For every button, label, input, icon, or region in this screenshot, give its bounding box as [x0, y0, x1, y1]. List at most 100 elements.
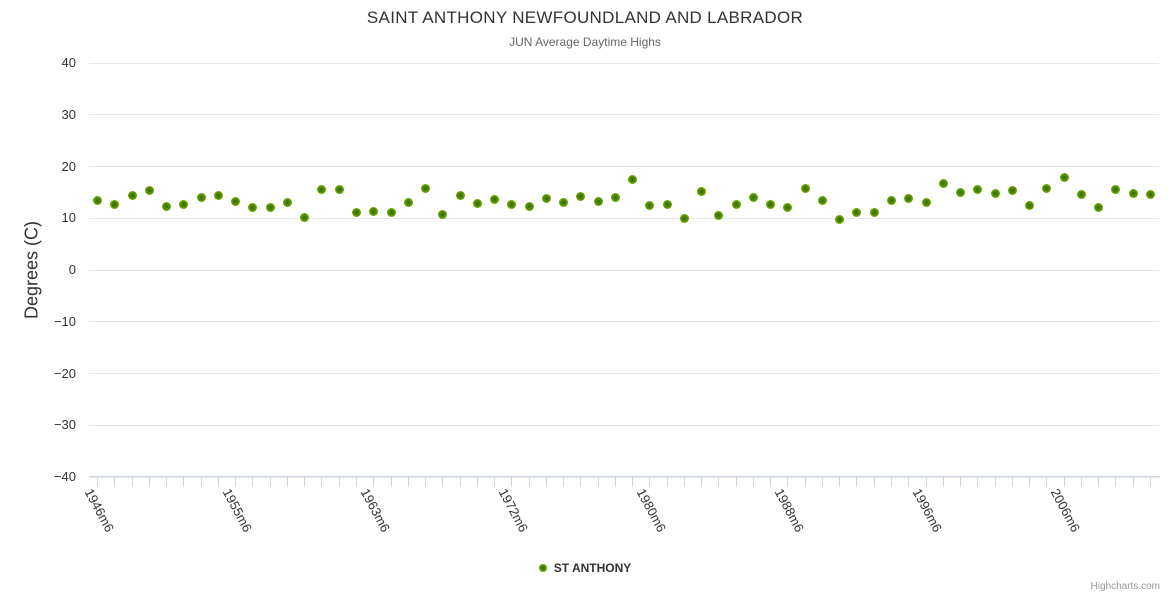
x-axis-tick	[649, 477, 651, 487]
data-point-marker[interactable]	[93, 195, 103, 205]
x-axis-tick-label: 2006m6	[1047, 486, 1084, 535]
data-point-marker[interactable]	[800, 183, 810, 193]
x-axis-tick	[1098, 477, 1100, 487]
data-point-marker[interactable]	[1059, 173, 1069, 183]
data-point-marker[interactable]	[524, 201, 534, 211]
x-axis-line	[89, 476, 1160, 477]
data-point-marker[interactable]	[455, 191, 465, 201]
x-axis-tick	[425, 477, 427, 487]
x-axis-tick	[994, 477, 996, 487]
data-point-marker[interactable]	[490, 194, 500, 204]
x-axis-tick	[718, 477, 720, 487]
data-point-marker[interactable]	[904, 193, 914, 203]
data-point-marker[interactable]	[1111, 184, 1121, 194]
y-gridline	[89, 114, 1159, 116]
data-point-marker[interactable]	[938, 179, 948, 189]
data-point-marker[interactable]	[662, 199, 672, 209]
y-gridline	[89, 269, 1159, 271]
data-point-marker[interactable]	[990, 189, 1000, 199]
data-point-marker[interactable]	[369, 206, 379, 216]
data-point-marker[interactable]	[973, 185, 983, 195]
y-gridline	[89, 166, 1159, 167]
y-gridline	[89, 373, 1159, 374]
data-point-marker[interactable]	[731, 200, 741, 210]
data-point-marker[interactable]	[317, 185, 327, 195]
data-point-marker[interactable]	[352, 207, 361, 217]
legend-item[interactable]: ST ANTHONY	[0, 561, 1170, 575]
data-point-marker[interactable]	[887, 196, 896, 206]
x-axis-tick	[701, 477, 703, 487]
data-point-marker[interactable]	[1007, 185, 1017, 195]
data-point-marker[interactable]	[576, 192, 586, 201]
x-axis-tick	[1132, 477, 1134, 487]
data-point-marker[interactable]	[403, 198, 413, 208]
x-axis-tick	[1063, 477, 1065, 487]
data-point-marker[interactable]	[766, 200, 776, 210]
data-point-marker[interactable]	[110, 199, 120, 209]
data-point-marker[interactable]	[679, 213, 689, 223]
data-point-marker[interactable]	[282, 198, 292, 208]
data-point-marker[interactable]	[559, 198, 569, 208]
data-point-marker[interactable]	[421, 184, 431, 194]
data-point-marker[interactable]	[248, 203, 258, 213]
x-axis-tick	[804, 477, 806, 487]
data-point-marker[interactable]	[956, 187, 966, 197]
data-point-marker[interactable]	[507, 200, 517, 210]
data-point-marker[interactable]	[748, 192, 758, 202]
data-point-marker[interactable]	[645, 201, 655, 211]
x-axis-tick	[545, 477, 547, 487]
data-point-marker[interactable]	[231, 196, 241, 206]
data-point-marker[interactable]	[213, 191, 223, 201]
x-axis-tick	[1046, 477, 1048, 487]
data-point-marker[interactable]	[852, 208, 862, 218]
data-point-marker[interactable]	[697, 187, 707, 197]
data-point-marker[interactable]	[1042, 183, 1052, 193]
data-point-marker[interactable]	[1145, 190, 1155, 200]
x-axis-tick	[338, 477, 340, 487]
data-point-marker[interactable]	[593, 196, 603, 206]
data-point-marker[interactable]	[541, 193, 551, 203]
data-point-marker[interactable]	[162, 202, 172, 212]
x-axis-tick	[821, 477, 823, 487]
x-axis-tick	[632, 477, 634, 487]
data-point-marker[interactable]	[921, 197, 931, 207]
data-point-marker[interactable]	[144, 185, 154, 195]
x-axis-tick	[476, 477, 478, 487]
x-axis-tick-label: 1963m6	[357, 486, 393, 535]
data-point-marker[interactable]	[1025, 201, 1035, 211]
data-point-marker[interactable]	[869, 207, 879, 217]
data-point-marker[interactable]	[334, 185, 344, 195]
data-point-marker[interactable]	[1094, 202, 1104, 212]
y-axis-tick-label: 20	[61, 158, 76, 174]
x-axis-tick	[1080, 477, 1082, 487]
y-gridline	[89, 476, 1159, 478]
data-point-marker[interactable]	[817, 195, 827, 205]
x-axis-tick	[356, 477, 357, 487]
data-point-marker[interactable]	[438, 210, 448, 220]
data-point-marker[interactable]	[300, 213, 310, 223]
data-point-marker[interactable]	[472, 199, 482, 209]
x-axis-tick	[390, 477, 392, 487]
x-axis-tick-label: 1980m6	[633, 486, 669, 535]
data-point-marker[interactable]	[783, 203, 793, 213]
data-point-marker[interactable]	[386, 207, 396, 217]
x-axis-tick	[1029, 477, 1031, 487]
y-axis-tick-label: 40	[61, 55, 76, 70]
data-point-marker[interactable]	[1076, 189, 1086, 199]
data-point-marker[interactable]	[265, 203, 275, 213]
chart-title: SAINT ANTHONY NEWFOUNDLAND AND LABRADOR	[366, 8, 804, 27]
data-point-marker[interactable]	[179, 200, 189, 210]
x-axis-tick	[752, 477, 754, 487]
data-point-marker[interactable]	[835, 215, 845, 225]
x-axis-tick	[114, 477, 116, 487]
data-point-marker[interactable]	[628, 174, 638, 184]
data-point-marker[interactable]	[714, 211, 724, 221]
y-axis-tick-label: 30	[61, 106, 76, 122]
x-axis-tick	[839, 477, 841, 487]
data-point-marker[interactable]	[196, 192, 206, 202]
data-point-marker[interactable]	[610, 192, 620, 202]
data-point-marker[interactable]	[1128, 189, 1138, 199]
y-gridline	[89, 62, 1159, 64]
highcharts-credit[interactable]: Highcharts.com	[1090, 581, 1160, 592]
data-point-marker[interactable]	[127, 190, 137, 200]
